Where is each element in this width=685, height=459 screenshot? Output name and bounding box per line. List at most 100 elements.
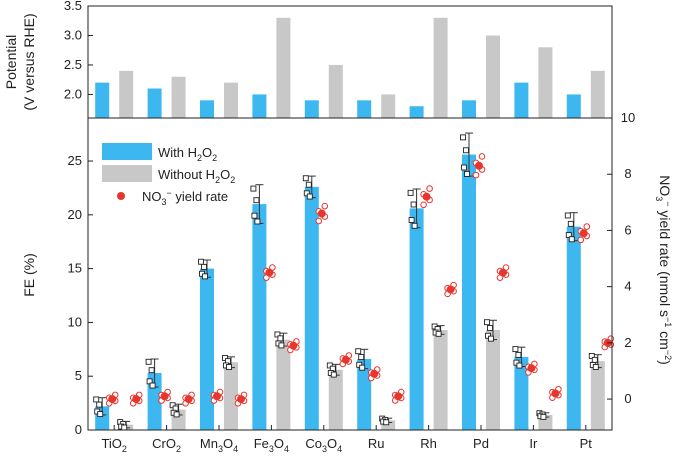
fe-bar-without bbox=[276, 339, 291, 430]
top-bar-without bbox=[276, 17, 291, 118]
fe-axis-title: FE (%) bbox=[21, 253, 37, 297]
data-square bbox=[169, 402, 176, 409]
top-bar-without bbox=[486, 35, 500, 119]
data-square bbox=[97, 411, 104, 418]
top-bar-with bbox=[462, 100, 476, 118]
data-square bbox=[567, 220, 574, 227]
fe-bar-with bbox=[514, 356, 529, 430]
yield-point bbox=[108, 395, 117, 404]
data-square bbox=[464, 170, 470, 177]
data-square bbox=[487, 325, 493, 331]
yield-point bbox=[475, 161, 483, 170]
data-square bbox=[512, 346, 519, 353]
data-square bbox=[201, 263, 207, 270]
legend-yield-label: NO3− yield rate bbox=[142, 188, 228, 207]
top-bar-with bbox=[514, 82, 529, 118]
top-bar-without bbox=[590, 70, 605, 118]
fe-bar-with bbox=[200, 268, 214, 430]
top-bar-with bbox=[357, 100, 372, 118]
data-square bbox=[277, 335, 284, 342]
fe-ytick-label: 0 bbox=[75, 422, 82, 437]
yield-ytick-label: 10 bbox=[621, 110, 635, 125]
yield-point bbox=[132, 395, 141, 404]
fe-ytick-label: 20 bbox=[68, 207, 82, 222]
yield-point bbox=[446, 285, 455, 294]
x-tick-label: Pd bbox=[473, 436, 489, 451]
data-square bbox=[516, 362, 523, 369]
data-square bbox=[278, 342, 285, 349]
yield-point-open bbox=[577, 236, 585, 244]
axis-titles: Potential (V versus RHE) FE (%) NO3− yield … bbox=[3, 13, 673, 364]
data-square bbox=[383, 419, 390, 426]
x-tick-label: Mn3O4 bbox=[200, 436, 238, 454]
yield-point bbox=[579, 229, 588, 238]
yield-point bbox=[422, 192, 431, 201]
fe-bar-with bbox=[409, 208, 424, 430]
legend-swatch-without bbox=[102, 165, 152, 182]
data-square bbox=[355, 348, 362, 355]
yield-ytick-label: 8 bbox=[624, 166, 631, 181]
data-square bbox=[96, 401, 103, 408]
top-bar-with bbox=[252, 94, 267, 118]
data-square bbox=[463, 147, 469, 154]
data-square bbox=[202, 273, 208, 280]
yield-point bbox=[527, 364, 536, 373]
fe-ytick-label: 25 bbox=[68, 153, 82, 168]
yield-point-open bbox=[478, 153, 486, 160]
yield-point bbox=[184, 395, 193, 404]
data-square bbox=[540, 413, 547, 420]
top-frame bbox=[87, 5, 613, 119]
data-square bbox=[93, 396, 100, 403]
data-square bbox=[410, 201, 417, 208]
yield-ytick-label: 2 bbox=[624, 335, 631, 350]
top-axis-title-2: (V versus RHE) bbox=[21, 13, 37, 110]
data-square bbox=[358, 354, 365, 361]
yield-point bbox=[265, 268, 274, 277]
yield-ytick-label: 0 bbox=[624, 391, 631, 406]
data-square bbox=[226, 364, 232, 371]
top-bar-without bbox=[171, 76, 186, 118]
x-tick-label: Pt bbox=[580, 436, 593, 451]
data-square bbox=[326, 362, 333, 369]
legend-swatch-with bbox=[102, 143, 152, 160]
data-square bbox=[146, 378, 153, 385]
top-bar-without bbox=[433, 17, 448, 118]
data-square bbox=[250, 185, 257, 192]
fe-ytick-label: 15 bbox=[68, 261, 82, 276]
fe-bar-with bbox=[252, 204, 267, 430]
x-tick-label: Co3O4 bbox=[305, 436, 342, 454]
data-square bbox=[488, 335, 494, 342]
data-square bbox=[253, 197, 260, 204]
yield-point bbox=[394, 392, 403, 401]
fe-ytick-label: 5 bbox=[75, 368, 82, 383]
bottom-frame bbox=[87, 117, 613, 431]
x-tick-label: Ru bbox=[368, 436, 385, 451]
data-square bbox=[591, 356, 598, 363]
yield-point bbox=[237, 395, 245, 404]
data-square bbox=[198, 258, 204, 265]
yield-point bbox=[499, 268, 507, 277]
data-square bbox=[564, 212, 571, 219]
legend-with-label: With H2O2 bbox=[158, 145, 217, 163]
data-square bbox=[435, 330, 442, 337]
fe-ytick-label: 10 bbox=[68, 314, 82, 329]
data-square bbox=[568, 236, 575, 243]
data-square bbox=[306, 193, 313, 200]
data-square bbox=[148, 367, 155, 374]
fe-bar-without bbox=[433, 329, 448, 430]
yield-ytick-label: 6 bbox=[624, 222, 631, 237]
x-tick-label: Fe3O4 bbox=[254, 436, 289, 454]
data-square bbox=[254, 218, 261, 225]
data-square bbox=[515, 351, 522, 358]
data-square bbox=[251, 212, 258, 219]
data-square bbox=[411, 222, 418, 229]
legend-without-label: Without H2O2 bbox=[158, 167, 235, 185]
top-ytick-label: 2.0 bbox=[64, 86, 82, 101]
yield-point bbox=[160, 392, 169, 401]
potential-panel: 2.0 2.5 3.0 3.5 bbox=[64, 0, 613, 119]
top-bar-with bbox=[95, 82, 110, 118]
data-square bbox=[460, 134, 466, 141]
top-bar-without bbox=[224, 82, 238, 118]
data-square bbox=[173, 411, 180, 418]
